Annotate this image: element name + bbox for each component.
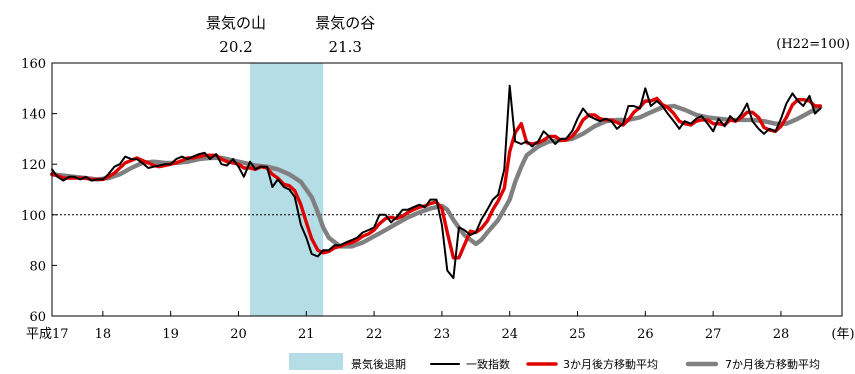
axes-layer: 60 80 100 120 140 160 平成17 18 19 20 21 22 23 24 25 26 27…: [21, 37, 854, 342]
y-tick-label: 140: [21, 108, 46, 123]
legend-label: 3か月後方移動平均: [563, 357, 658, 371]
annotation-date: 21.3: [329, 38, 362, 56]
x-tick-label: 25: [569, 327, 586, 342]
x-tick-label: 27: [705, 327, 722, 342]
annotation-layer: 景気の山 20.2 景気の谷 21.3: [206, 14, 375, 56]
series-line-0: [51, 84, 822, 280]
annotation-title: 景気の谷: [315, 14, 375, 32]
x-tick-label: 24: [501, 327, 518, 342]
x-tick-label: 20: [230, 327, 247, 342]
legend-label: 景気後退期: [351, 357, 406, 371]
x-tick-label: 26: [637, 327, 654, 342]
x-tick-label: 22: [366, 327, 383, 342]
x-tick-label: 21: [298, 327, 315, 342]
y-tick-label: 100: [21, 209, 46, 224]
x-tick-label: 平成17: [26, 327, 69, 342]
legend-swatch-recession: [289, 353, 343, 370]
y-tick-label: 80: [29, 259, 46, 274]
plot-frame: [51, 62, 843, 317]
series-line-2: [49, 103, 823, 249]
annotation-title: 景気の山: [206, 14, 266, 32]
y-tick-label: 120: [21, 158, 46, 173]
legend-label: 一致指数: [466, 357, 510, 371]
x-tick-label: 19: [162, 327, 179, 342]
legend: 景気後退期 一致指数 3か月後方移動平均 7か月後方移動平均: [289, 353, 820, 371]
y-tick-label: 60: [29, 310, 46, 325]
series-layer: [49, 84, 823, 280]
recession-layer: [250, 63, 324, 316]
x-tick-label: 18: [95, 327, 112, 342]
x-unit-label: (年): [831, 327, 854, 342]
x-tick-label: 28: [773, 327, 790, 342]
legend-label: 7か月後方移動平均: [725, 357, 820, 371]
unit-note: (H22=100): [776, 37, 850, 52]
x-tick-label: 23: [434, 327, 451, 342]
y-tick-label: 160: [21, 57, 46, 72]
series-line-1: [50, 96, 822, 260]
recession-band: [250, 63, 324, 316]
annotation-date: 20.2: [219, 38, 252, 56]
